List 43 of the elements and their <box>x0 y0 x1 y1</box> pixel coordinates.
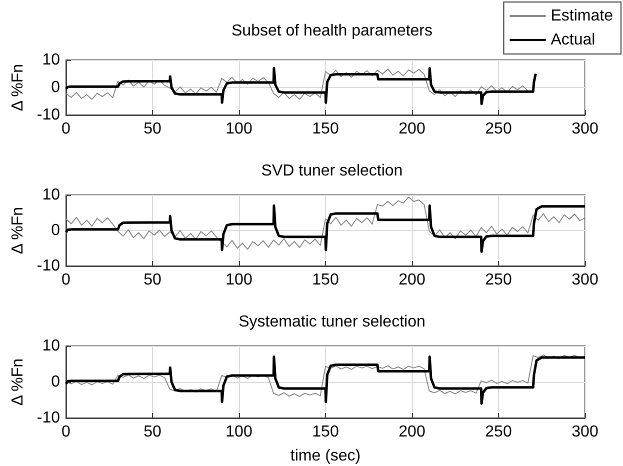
y-tick-label: 10 <box>42 52 60 68</box>
x-tick-label: 300 <box>572 272 598 288</box>
x-tick-label: 100 <box>226 272 252 288</box>
chart-title: Systematic tuner selection <box>238 314 426 330</box>
y-tick-label: 0 <box>51 374 60 390</box>
line-series <box>64 204 586 254</box>
x-tick-label: 0 <box>62 272 71 288</box>
y-tick-label: -10 <box>36 258 60 274</box>
line-series <box>66 68 528 100</box>
chart-title: SVD tuner selection <box>261 162 403 180</box>
y-axis-title: Δ %Fn <box>9 358 26 406</box>
y-tick-label: 10 <box>42 186 60 204</box>
x-tick-label: 250 <box>485 272 512 288</box>
x-tick-label: 50 <box>144 120 162 138</box>
x-tick-label: 100 <box>226 120 252 138</box>
x-tick-label: 200 <box>398 272 426 288</box>
y-tick-label: 0 <box>51 79 60 96</box>
legend-label: Actual <box>550 32 596 48</box>
x-tick-label: 50 <box>144 272 162 288</box>
x-axis-title: time (sec) <box>290 448 361 464</box>
y-axis-title: Δ %Fn <box>9 206 26 254</box>
y-tick-label: 0 <box>51 222 60 239</box>
x-tick-label: 250 <box>485 424 512 440</box>
x-tick-label: 50 <box>144 424 162 440</box>
x-tick-label: 250 <box>485 120 512 138</box>
line-series <box>64 67 537 106</box>
x-tick-label: 150 <box>312 120 339 138</box>
x-tick-label: 150 <box>312 424 339 440</box>
legend-label: Estimate <box>550 8 614 24</box>
x-tick-label: 0 <box>62 120 71 138</box>
x-tick-label: 200 <box>398 424 426 440</box>
chart-title: Subset of health parameters <box>231 22 433 40</box>
x-tick-label: 100 <box>226 424 252 440</box>
y-tick-label: -10 <box>36 106 60 124</box>
x-tick-label: 300 <box>572 424 598 440</box>
x-tick-label: 150 <box>312 272 339 288</box>
y-axis-title: Δ %Fn <box>9 64 26 112</box>
y-tick-label: -10 <box>36 410 60 426</box>
y-tick-label: 10 <box>42 338 60 354</box>
x-tick-label: 0 <box>62 424 71 440</box>
x-tick-label: 300 <box>572 120 598 138</box>
x-tick-label: 200 <box>398 120 426 138</box>
line-series <box>64 356 586 405</box>
